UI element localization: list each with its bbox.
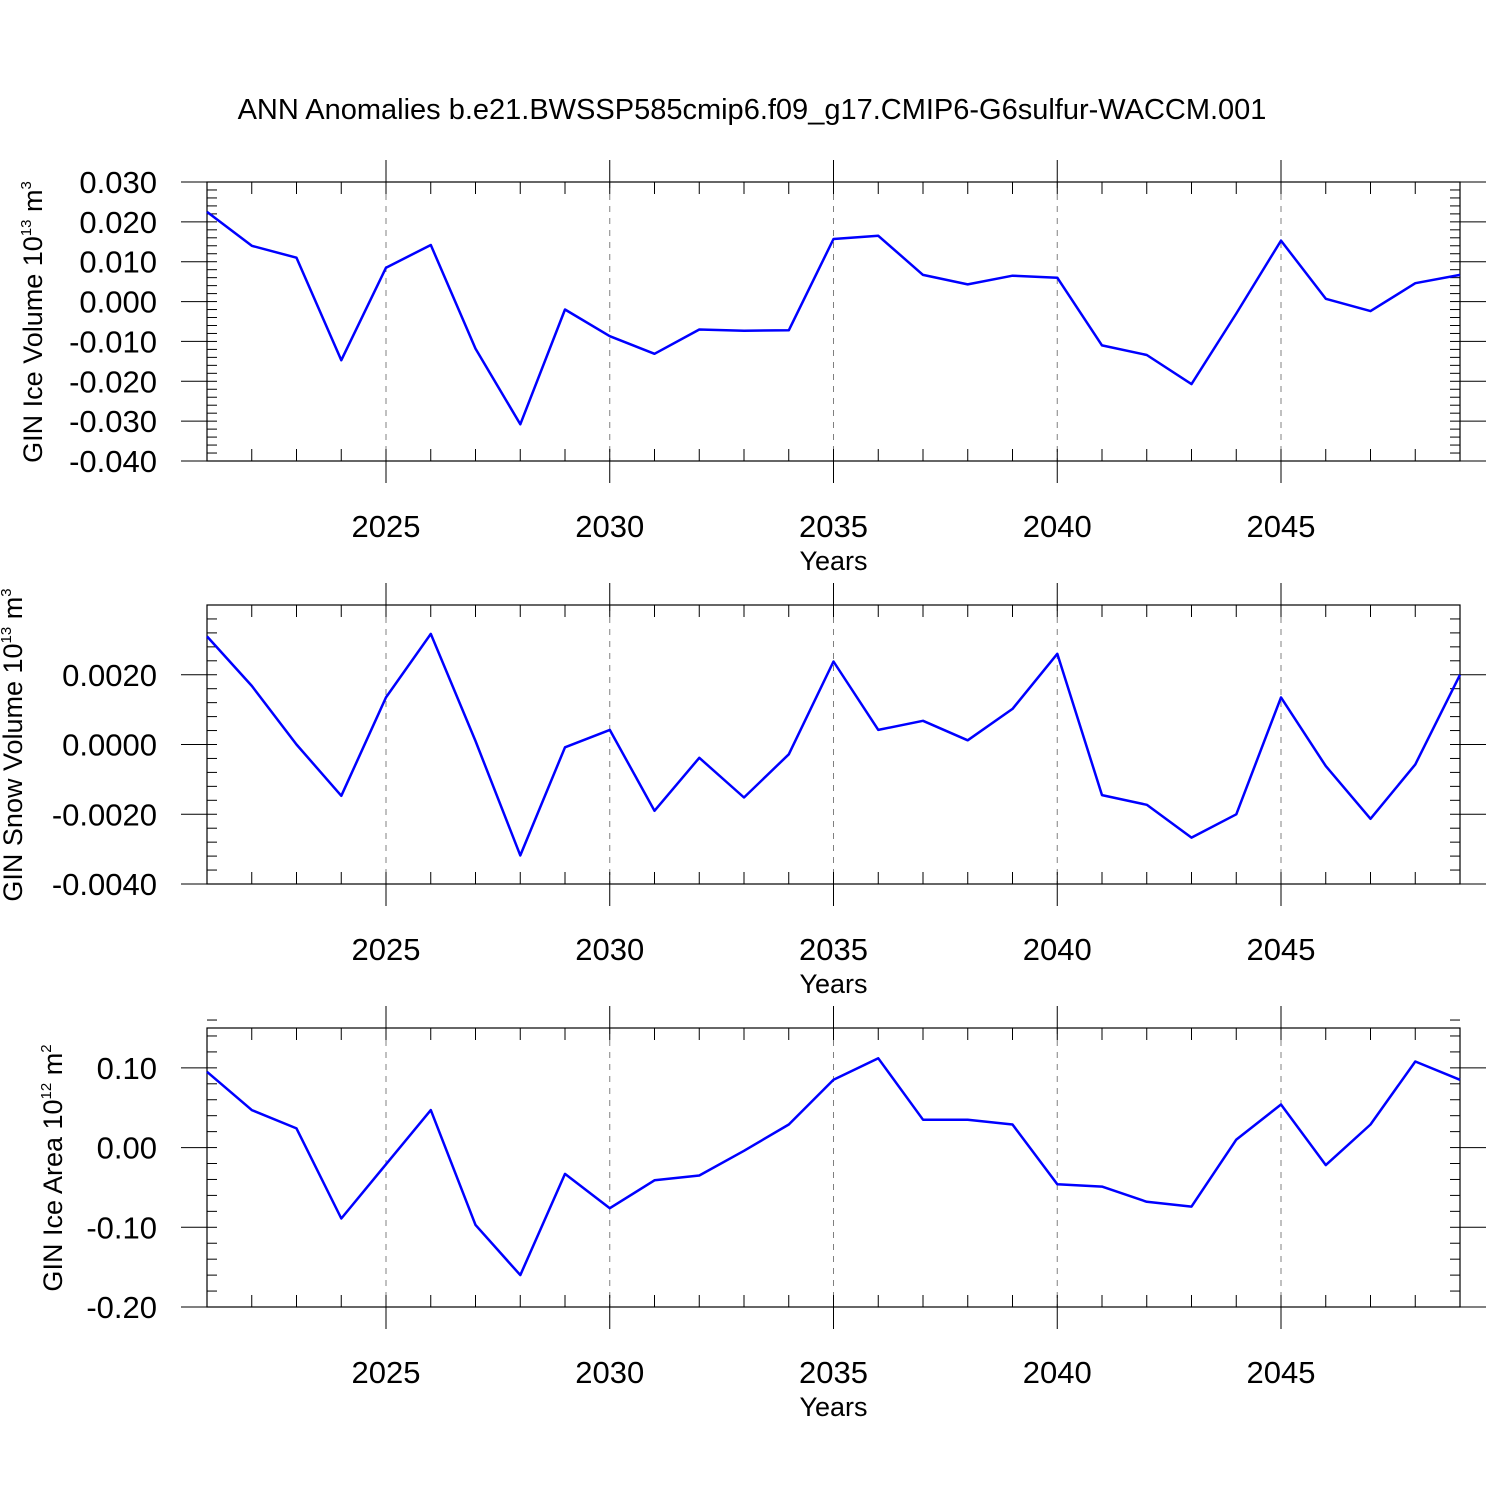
y-axis-label: GIN Snow Volume 1013 m3 — [0, 588, 28, 901]
y-tick-label: 0.00 — [97, 1131, 157, 1166]
x-axis-label: Years — [799, 969, 867, 999]
x-tick-label: 2030 — [575, 932, 644, 967]
y-tick-label: -0.010 — [69, 324, 157, 359]
panel-snow-volume: 2025 2030 2035 2040 2045 0.0020 0.0000 -0.0020 -… — [0, 583, 1486, 999]
x-tick-label: 2040 — [1023, 509, 1092, 544]
x-tick-label: 2030 — [575, 509, 644, 544]
y-tick-label: -0.020 — [69, 364, 157, 399]
x-tick-label: 2045 — [1247, 932, 1316, 967]
series-line — [206, 210, 1461, 426]
series-line — [206, 632, 1462, 857]
y-axis-label: GIN Ice Area 1012 m2 — [38, 1044, 68, 1291]
panel-ice-volume: 2025 2030 2035 2040 2045 0.030 0.020 0.010 0.000… — [18, 160, 1486, 576]
x-axis-label: Years — [799, 1392, 867, 1422]
y-tick-label: -0.040 — [69, 444, 157, 479]
y-tick-label: 0.000 — [79, 285, 157, 320]
x-axis-label: Years — [799, 546, 867, 576]
y-tick-label: -0.030 — [69, 404, 157, 439]
y-tick-label: -0.20 — [86, 1290, 157, 1325]
y-tick-label: -0.0040 — [52, 867, 157, 902]
plot-frame — [206, 604, 1461, 885]
plot-frame — [206, 1027, 1461, 1308]
x-tick-label: 2035 — [799, 932, 868, 967]
x-tick-label: 2035 — [799, 1355, 868, 1390]
y-tick-label: 0.010 — [79, 245, 157, 280]
series-line — [206, 1057, 1461, 1277]
y-axis-label: GIN Ice Volume 1013 m3 — [18, 181, 48, 463]
y-tick-label: -0.0020 — [52, 797, 157, 832]
y-tick-label: 0.030 — [79, 165, 157, 200]
x-tick-label: 2035 — [799, 509, 868, 544]
x-tick-label: 2040 — [1023, 932, 1092, 967]
y-tick-label: 0.020 — [79, 205, 157, 240]
x-tick-label: 2025 — [352, 932, 421, 967]
y-tick-label: 0.0020 — [62, 658, 157, 693]
x-tick-label: 2025 — [352, 509, 421, 544]
y-tick-label: 0.10 — [97, 1051, 157, 1086]
x-tick-label: 2045 — [1247, 1355, 1316, 1390]
chart-title: ANN Anomalies b.e21.BWSSP585cmip6.f09_g1… — [238, 94, 1267, 126]
y-tick-label: -0.10 — [86, 1210, 157, 1245]
plot-frame — [206, 181, 1461, 462]
x-tick-label: 2030 — [575, 1355, 644, 1390]
panel-ice-area: 2025 2030 2035 2040 2045 0.10 0.00 -0.10 -0.20 Ye… — [38, 1006, 1486, 1422]
x-tick-label: 2045 — [1247, 509, 1316, 544]
x-tick-label: 2025 — [352, 1355, 421, 1390]
y-tick-label: 0.0000 — [62, 728, 157, 763]
x-tick-label: 2040 — [1023, 1355, 1092, 1390]
